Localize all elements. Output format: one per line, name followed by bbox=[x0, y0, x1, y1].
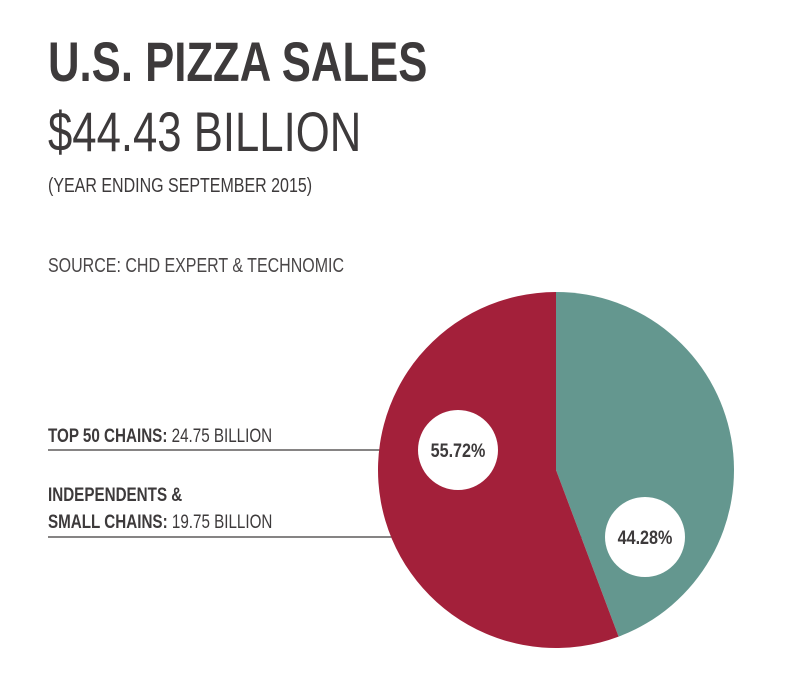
legend-top50: TOP 50 CHAINS: 24.75 BILLION bbox=[48, 427, 272, 446]
legend-top50-value: 24.75 BILLION bbox=[167, 426, 273, 447]
percent-label-independents: 44.28% bbox=[618, 527, 673, 549]
legend-top50-name: TOP 50 CHAINS: bbox=[48, 426, 168, 447]
total-sales: $44.43 BILLION bbox=[48, 100, 362, 163]
legend-indep-line1: INDEPENDENTS & bbox=[48, 486, 182, 505]
percent-badge-top50 bbox=[418, 410, 498, 490]
legend-indep-value: 19.75 BILLION bbox=[167, 512, 273, 533]
percent-badge-independents bbox=[605, 497, 685, 577]
percent-label-top50: 55.72% bbox=[431, 440, 486, 462]
chart-title: U.S. PIZZA SALES bbox=[48, 30, 428, 93]
legend-indep-name-line1: INDEPENDENTS & bbox=[48, 485, 183, 506]
period-note: (YEAR ENDING SEPTEMBER 2015) bbox=[48, 175, 313, 197]
source-note: SOURCE: CHD EXPERT & TECHNOMIC bbox=[48, 255, 345, 277]
pie-slice-top50 bbox=[378, 292, 619, 648]
legend-indep-name-line2: SMALL CHAINS: bbox=[48, 512, 168, 533]
pie-slice-independents bbox=[556, 292, 735, 637]
legend-indep-line2: SMALL CHAINS: 19.75 BILLION bbox=[48, 513, 272, 532]
